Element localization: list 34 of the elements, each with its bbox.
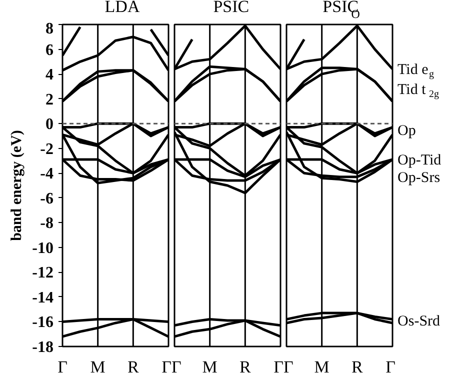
chart-title: PSIC [213,0,250,16]
chart-title: LDA [104,0,140,16]
x-tick-label: Γ [284,358,294,376]
x-tick-label: Γ [162,358,172,376]
text: Os-Srd [398,314,441,330]
x-tick-label: R [351,358,364,376]
x-tick-label: M [202,358,218,376]
text: Op-Tid [398,152,442,169]
x-tick-label: Γ [386,358,396,376]
chart-title: PSICO [322,0,360,21]
y-tick-label: -8 [40,215,54,232]
y-tick-label: 8 [46,20,54,38]
x-tick-label: Γ [172,358,182,376]
x-tick-label: M [314,358,330,376]
x-tick-label: Γ [58,358,68,376]
y-tick-label: 4 [46,66,54,84]
x-tick-label: R [239,358,252,376]
y-tick-label: -2 [40,140,54,158]
y-tick-label: -4 [40,166,54,183]
y-tick-label: -18 [32,339,54,356]
y-tick-label: -6 [40,190,54,208]
y-tick-label: -10 [32,240,54,257]
y-tick-label: -14 [32,289,54,306]
x-tick-label: R [127,358,140,376]
y-tick-label: 2 [46,91,54,108]
y-tick-label: -16 [32,314,54,332]
y-tick-label: 6 [46,42,54,59]
y-axis-title: band energy (eV) [9,130,26,241]
x-tick-label: Γ [274,358,284,376]
x-tick-label: M [90,358,106,376]
text: Op [398,123,416,140]
y-tick-label: -12 [32,264,54,282]
y-tick-label: 0 [46,116,54,134]
text: Op-Srs [398,170,440,186]
